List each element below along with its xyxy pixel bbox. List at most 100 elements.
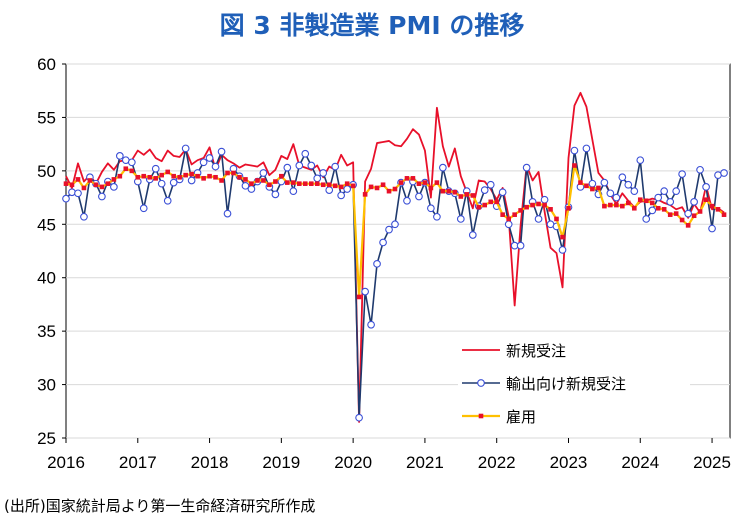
export_new_orders-point bbox=[606, 189, 615, 198]
employment-point bbox=[380, 182, 386, 188]
employment-point bbox=[201, 176, 206, 181]
employment-point bbox=[219, 178, 224, 183]
export_new_orders-point bbox=[385, 225, 393, 234]
export_new_orders-point bbox=[68, 188, 76, 197]
employment-point bbox=[506, 216, 511, 222]
employment-point bbox=[608, 202, 613, 208]
export_new_orders-point bbox=[486, 180, 495, 189]
chart-axes: 25 30 35 40 45 50 55 60 2016 2017 2018 2019 2020 2021… bbox=[37, 55, 731, 472]
export_new_orders-point bbox=[199, 158, 208, 167]
employment-point bbox=[189, 171, 194, 177]
employment-point bbox=[548, 207, 553, 212]
export_new_orders-point bbox=[74, 189, 82, 198]
employment-point bbox=[129, 168, 135, 174]
x-tick-label: 2021 bbox=[406, 453, 444, 472]
employment-point bbox=[620, 203, 625, 209]
employment-point bbox=[458, 194, 464, 199]
y-tick-label: 60 bbox=[37, 55, 56, 74]
employment-point bbox=[320, 182, 326, 188]
export_new_orders-point bbox=[522, 163, 531, 172]
employment-point bbox=[255, 178, 260, 183]
employment-point bbox=[566, 205, 571, 211]
employment-point bbox=[614, 202, 619, 208]
y-tick-label: 25 bbox=[37, 429, 56, 448]
x-tick-label: 2023 bbox=[550, 453, 588, 472]
employment-legend-marker bbox=[478, 413, 484, 419]
employment-point bbox=[243, 177, 248, 182]
employment-point bbox=[302, 181, 308, 186]
employment-point bbox=[655, 205, 661, 211]
employment-point bbox=[195, 173, 200, 179]
employment-point bbox=[416, 181, 422, 186]
employment-point bbox=[542, 202, 547, 208]
employment-point bbox=[602, 203, 607, 209]
export_new_orders-point bbox=[696, 165, 704, 174]
employment-point bbox=[314, 181, 320, 186]
y-tick-label: 30 bbox=[37, 376, 56, 395]
pmi-line-chart: 25 30 35 40 45 50 55 60 2016 2017 2018 2019 2020 2021… bbox=[37, 55, 731, 472]
export_new_orders-point bbox=[367, 320, 375, 329]
employment-point bbox=[308, 181, 314, 186]
export_new_orders-point bbox=[247, 185, 256, 193]
x-tick-label: 2022 bbox=[478, 453, 516, 472]
export_new_orders-point bbox=[157, 179, 166, 188]
export_new_orders-point bbox=[301, 149, 310, 158]
export_new_orders-point bbox=[187, 176, 196, 185]
export_new_orders-point bbox=[337, 191, 345, 200]
y-tick-label: 45 bbox=[37, 215, 56, 234]
source-note: (出所)国家統計局より第一生命経済研究所作成 bbox=[4, 497, 316, 515]
employment-point bbox=[440, 188, 446, 194]
employment-point bbox=[374, 185, 380, 191]
export_new_orders-point bbox=[672, 187, 681, 196]
x-tick-label: 2025 bbox=[693, 453, 731, 472]
employment-point bbox=[249, 181, 254, 186]
employment-point bbox=[536, 201, 541, 207]
export_new_orders-point bbox=[612, 193, 621, 202]
export_new_orders-point bbox=[259, 169, 268, 177]
employment-point bbox=[99, 184, 105, 190]
export_new_orders-point bbox=[498, 188, 507, 197]
export_new_orders-legend-label: 輸出向け新規受注 bbox=[506, 375, 626, 393]
new_orders-legend-label: 新規受注 bbox=[506, 342, 566, 360]
employment-point bbox=[661, 207, 667, 212]
employment-point bbox=[721, 212, 727, 217]
employment-point bbox=[709, 203, 715, 209]
employment-point bbox=[518, 208, 523, 213]
employment-point bbox=[632, 205, 637, 211]
employment-point bbox=[691, 213, 697, 219]
employment-point bbox=[350, 183, 356, 189]
export_new_orders-point bbox=[403, 196, 411, 205]
employment-point bbox=[434, 180, 440, 185]
employment-point bbox=[93, 182, 99, 188]
y-tick-label: 40 bbox=[37, 269, 56, 288]
employment-point bbox=[207, 173, 212, 179]
export_new_orders-point bbox=[391, 220, 399, 229]
export_new_orders-legend-marker bbox=[477, 379, 485, 387]
export_new_orders-point bbox=[271, 190, 280, 199]
employment-point bbox=[404, 176, 410, 181]
export_new_orders-point bbox=[654, 193, 663, 202]
employment-point bbox=[428, 185, 434, 191]
employment-point bbox=[69, 182, 75, 188]
employment-point bbox=[560, 234, 565, 240]
employment-point bbox=[153, 176, 159, 181]
employment-point bbox=[261, 178, 266, 183]
employment-point bbox=[159, 172, 164, 178]
employment-point bbox=[422, 180, 428, 185]
export_new_orders-point bbox=[151, 164, 160, 173]
employment-point bbox=[625, 200, 631, 206]
employment-point bbox=[637, 197, 643, 203]
employment-point bbox=[237, 174, 242, 180]
x-tick-label: 2018 bbox=[191, 453, 229, 472]
export_new_orders-point bbox=[62, 194, 70, 203]
employment-point bbox=[667, 212, 673, 217]
x-tick-label: 2017 bbox=[119, 453, 157, 472]
export_new_orders-point bbox=[241, 181, 250, 190]
export_new_orders-point bbox=[600, 178, 609, 187]
export_new_orders-point bbox=[343, 185, 352, 193]
export_new_orders-point bbox=[355, 413, 363, 422]
employment-point bbox=[171, 173, 176, 179]
employment-point bbox=[81, 185, 87, 191]
export_new_orders-point bbox=[582, 144, 591, 153]
